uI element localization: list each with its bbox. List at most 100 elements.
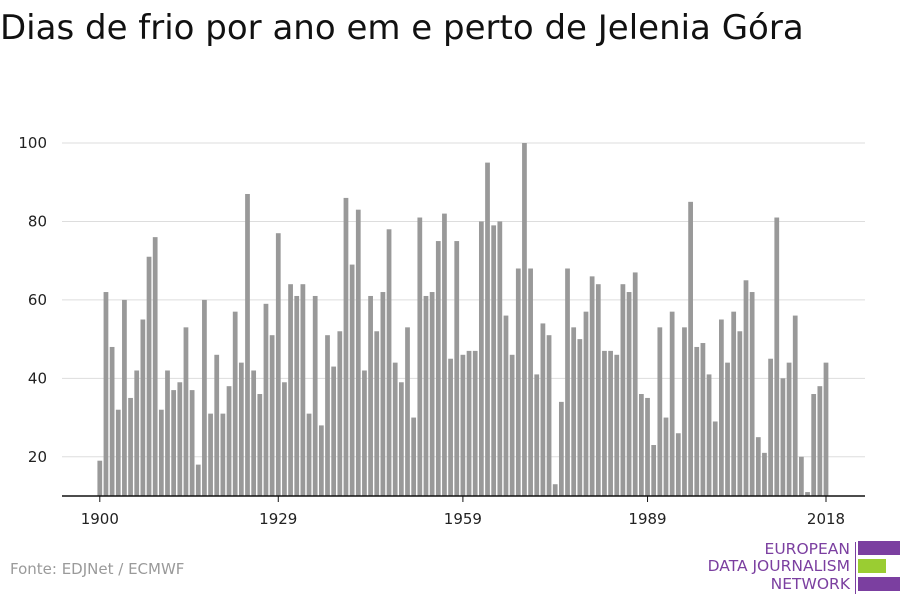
bar-2001 xyxy=(719,319,724,496)
bar-1903 xyxy=(115,409,121,496)
bar-1993 xyxy=(669,311,675,496)
bar-1961 xyxy=(472,350,478,496)
bar-1966 xyxy=(503,315,509,496)
bar-1934 xyxy=(306,413,312,496)
bar-2016 xyxy=(811,394,817,496)
logo-divider xyxy=(855,542,856,594)
bar-2006 xyxy=(749,292,755,496)
bar-2010 xyxy=(774,217,780,496)
bar-1978 xyxy=(577,339,583,496)
bar-2004 xyxy=(737,331,743,496)
bar-1946 xyxy=(380,292,386,496)
bar-1996 xyxy=(688,201,693,496)
bar-1967 xyxy=(509,354,515,496)
bar-1941 xyxy=(349,264,355,496)
bar-1984 xyxy=(614,354,620,496)
bar-1909 xyxy=(152,237,158,496)
bar-1951 xyxy=(411,417,417,496)
bar-2011 xyxy=(780,378,786,496)
bar-2007 xyxy=(755,437,761,496)
bar-1992 xyxy=(663,417,669,496)
bar-1986 xyxy=(626,292,632,496)
bar-1901 xyxy=(103,292,109,496)
bar-1999 xyxy=(706,374,712,496)
bar-1914 xyxy=(183,327,189,496)
bar-1959 xyxy=(460,354,466,496)
bars xyxy=(97,143,829,497)
bar-1969 xyxy=(522,143,527,496)
bar-1997 xyxy=(694,346,700,496)
bar-2018 xyxy=(823,362,829,496)
bar-1931 xyxy=(288,284,293,496)
bar-1905 xyxy=(128,397,133,496)
bar-1902 xyxy=(109,346,115,496)
bar-2017 xyxy=(817,386,823,496)
x-axis xyxy=(62,495,865,502)
bar-2005 xyxy=(743,280,749,496)
bar-1972 xyxy=(540,323,546,496)
bar-1930 xyxy=(282,382,287,496)
bar-1936 xyxy=(318,425,324,496)
logo-line-data-journalism: DATA JOURNALISM xyxy=(707,557,850,575)
bar-1928 xyxy=(269,335,275,496)
bar-1985 xyxy=(620,284,626,496)
bar-1947 xyxy=(386,229,392,497)
bar-1929 xyxy=(275,233,281,496)
bar-1982 xyxy=(602,350,607,496)
bar-1989 xyxy=(645,397,650,496)
logo-line-network: NETWORK xyxy=(770,575,850,593)
bar-1915 xyxy=(189,390,195,496)
bar-1938 xyxy=(331,366,337,496)
bar-1962 xyxy=(478,221,484,496)
bar-1983 xyxy=(608,350,613,496)
y-tick-label-40: 40 xyxy=(28,369,47,387)
bar-2003 xyxy=(731,311,737,496)
bar-1917 xyxy=(202,299,207,496)
bar-1956 xyxy=(442,213,447,496)
bar-1919 xyxy=(214,354,220,496)
bar-1960 xyxy=(466,350,472,496)
bar-1916 xyxy=(195,464,201,496)
bar-1995 xyxy=(682,327,687,496)
bar-1990 xyxy=(651,445,657,496)
bar-1945 xyxy=(374,331,380,496)
x-tick-label-1989: 1989 xyxy=(628,510,666,528)
x-tick-labels: 1900 1929 1959 1989 2018 xyxy=(81,510,845,528)
bar-1907 xyxy=(140,319,146,496)
edjnet-logo: EUROPEAN DATA JOURNALISM NETWORK xyxy=(700,540,900,594)
logo-line-european: EUROPEAN xyxy=(764,540,850,558)
x-tick-label-1929: 1929 xyxy=(259,510,297,528)
bar-chart: 20 40 60 80 100 1900 1929 1959 1989 2018 xyxy=(18,134,865,528)
source-note: Fonte: EDJNet / ECMWF xyxy=(10,560,185,578)
bar-1970 xyxy=(528,268,533,496)
bar-1908 xyxy=(146,256,152,496)
bar-2015 xyxy=(805,492,810,496)
bar-2012 xyxy=(786,362,792,496)
bar-1939 xyxy=(337,331,343,496)
logo-bar-purple-top xyxy=(858,541,900,555)
x-tick-label-1900: 1900 xyxy=(81,510,119,528)
bar-1924 xyxy=(245,193,250,497)
bar-1942 xyxy=(355,209,361,496)
bar-1910 xyxy=(158,409,164,496)
bar-1974 xyxy=(552,484,558,496)
y-tick-label-60: 60 xyxy=(28,291,47,309)
y-tick-label-20: 20 xyxy=(28,448,47,466)
x-tick-label-2018: 2018 xyxy=(807,510,845,528)
bar-1922 xyxy=(232,311,238,496)
bar-1952 xyxy=(417,217,423,496)
bar-1940 xyxy=(343,197,349,496)
bar-1965 xyxy=(497,221,503,496)
bar-1955 xyxy=(435,241,441,496)
bar-1923 xyxy=(238,362,244,496)
bar-2013 xyxy=(792,315,798,496)
bar-1991 xyxy=(657,327,663,496)
bar-1949 xyxy=(398,382,404,496)
bar-1904 xyxy=(122,299,127,496)
bar-1973 xyxy=(546,335,552,496)
bar-1906 xyxy=(134,370,140,496)
bar-1926 xyxy=(257,394,263,496)
bar-1976 xyxy=(565,268,570,496)
bar-2014 xyxy=(799,456,804,496)
bar-2008 xyxy=(762,452,767,496)
